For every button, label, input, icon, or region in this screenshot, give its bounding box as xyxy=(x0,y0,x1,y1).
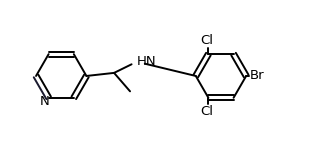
Text: Cl: Cl xyxy=(200,34,213,47)
Text: N: N xyxy=(40,95,50,108)
Text: HN: HN xyxy=(137,55,157,68)
Text: Br: Br xyxy=(250,69,264,82)
Text: Cl: Cl xyxy=(200,104,213,117)
